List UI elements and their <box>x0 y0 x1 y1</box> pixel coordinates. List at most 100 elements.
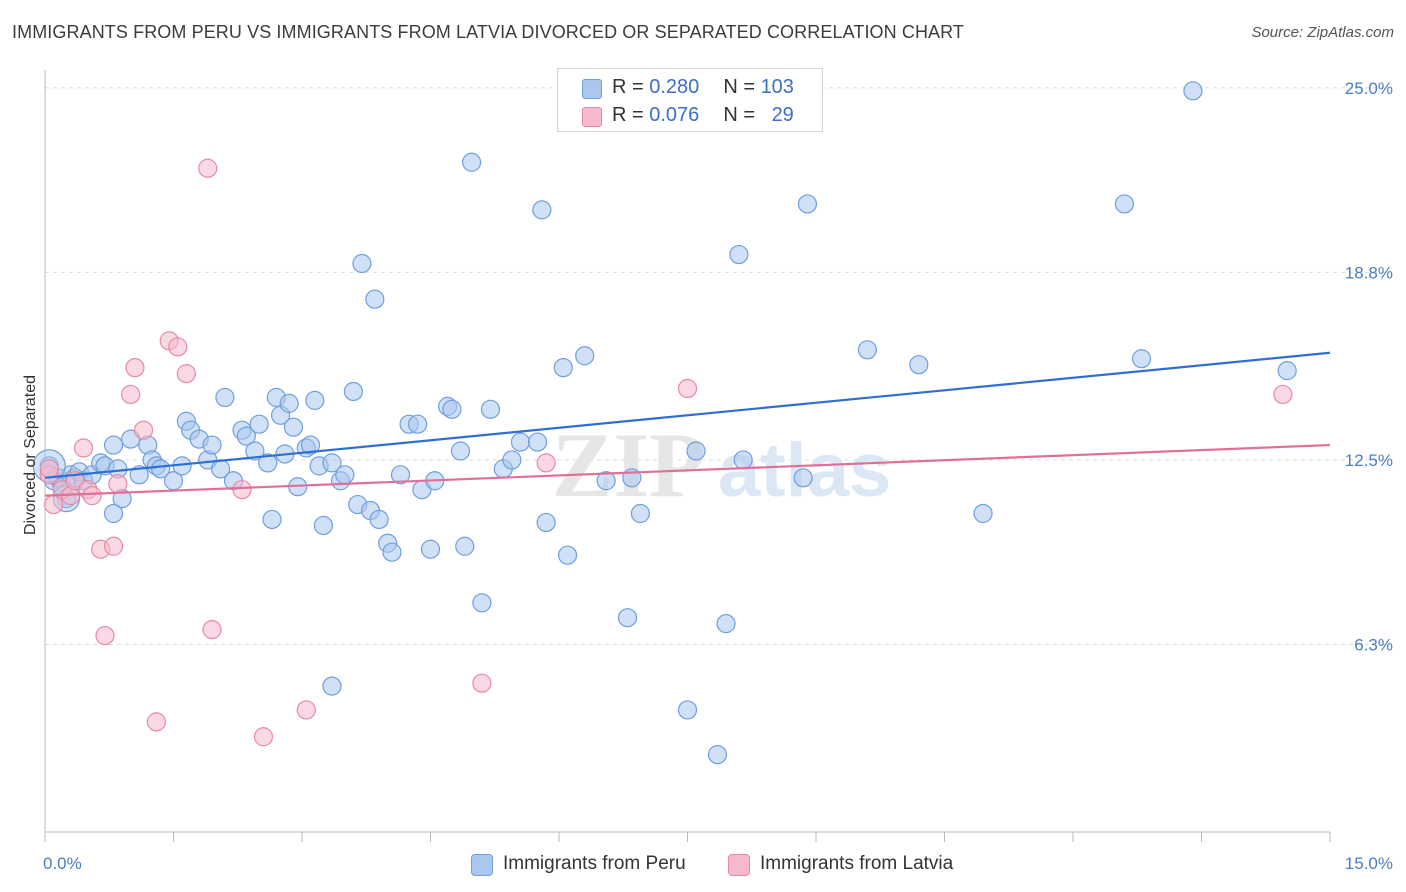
r-label: R = <box>612 104 650 126</box>
x-tick-label: 15.0% <box>1345 854 1393 873</box>
y-tick-label: 25.0% <box>1345 79 1393 98</box>
peru-point <box>973 503 993 524</box>
peru-point <box>215 387 235 408</box>
chart-title: IMMIGRANTS FROM PERU VS IMMIGRANTS FROM … <box>12 22 965 42</box>
trend-line-peru <box>44 351 1331 479</box>
latvia-point <box>168 337 188 357</box>
latvia-point <box>73 438 94 458</box>
legend-swatch-peru <box>582 79 602 99</box>
y-tick-label: 12.5% <box>1345 451 1393 470</box>
peru-point <box>300 435 321 455</box>
latvia-point <box>39 459 59 479</box>
latvia-point <box>103 536 124 556</box>
peru-point <box>716 614 736 634</box>
peru-point <box>365 289 385 309</box>
legend-text-latvia: R = 0.076 N = 29 <box>612 104 794 127</box>
legend-swatch-peru <box>471 854 493 876</box>
peru-point <box>103 503 124 524</box>
peru-point <box>236 426 256 446</box>
peru-point <box>1114 194 1135 214</box>
peru-point <box>202 435 222 455</box>
peru-point <box>455 536 475 556</box>
peru-point <box>369 509 389 530</box>
peru-point <box>536 512 556 533</box>
peru-point <box>335 465 355 485</box>
peru-point <box>630 503 650 524</box>
peru-point <box>472 593 492 613</box>
peru-point <box>532 200 552 220</box>
peru-point <box>103 435 124 455</box>
y-tick-label: 6.3% <box>1354 635 1393 654</box>
legend-label-latvia: Immigrants from Latvia <box>760 853 954 874</box>
peru-point <box>450 441 471 461</box>
legend-text-peru: R = 0.280 N = 103 <box>612 76 794 99</box>
peru-point <box>527 432 548 452</box>
peru-point <box>258 453 278 473</box>
legend-label-peru: Immigrants from Peru <box>503 853 686 874</box>
latvia-point <box>121 384 141 405</box>
peru-point <box>382 542 402 562</box>
peru-point <box>733 450 753 470</box>
latvia-point <box>125 358 145 378</box>
peru-point <box>557 545 578 565</box>
n-value-peru: 103 <box>760 76 794 98</box>
peru-point <box>510 432 531 452</box>
latvia-point <box>472 673 492 693</box>
latvia-point <box>677 378 698 399</box>
peru-point <box>249 414 269 434</box>
peru-point <box>1183 81 1203 101</box>
r-label: R = <box>612 76 650 98</box>
peru-point <box>151 459 171 479</box>
n-value-latvia: 29 <box>771 104 794 126</box>
peru-point <box>245 441 265 461</box>
watermark-zip: ZIP <box>552 414 705 516</box>
latvia-point <box>202 619 222 640</box>
latvia-point <box>536 453 556 473</box>
peru-point <box>322 453 342 473</box>
latvia-point <box>82 486 102 506</box>
peru-point <box>352 253 372 274</box>
peru-point <box>553 358 573 378</box>
y-axis-label: Divorced or Separated <box>22 375 39 535</box>
y-tick-label: 18.8% <box>1345 263 1393 282</box>
n-label: N = <box>723 76 761 98</box>
peru-point <box>442 399 462 419</box>
peru-point <box>408 414 428 434</box>
r-value-latvia: 0.076 <box>649 104 700 126</box>
peru-point <box>575 346 595 366</box>
peru-point <box>129 465 149 485</box>
latvia-point <box>253 727 274 747</box>
peru-point <box>686 441 706 461</box>
peru-point <box>1277 361 1297 381</box>
peru-point <box>313 515 334 536</box>
peru-point <box>857 340 878 360</box>
tick-labels: 6.3% 12.5% 18.8% 25.0% 0.0% 15.0% <box>43 79 1393 873</box>
stats-legend: R = 0.280 N = 103 R = 0.076 N = 29 <box>557 68 823 132</box>
peru-point <box>502 450 522 470</box>
peru-point <box>480 399 501 419</box>
latvia-point <box>133 420 154 440</box>
latvia-point <box>232 480 252 500</box>
peru-point <box>420 539 441 559</box>
peru-point <box>390 465 411 485</box>
series-latvia-points <box>39 158 1293 747</box>
latvia-point <box>95 625 115 646</box>
r-value-peru: 0.280 <box>649 76 700 98</box>
peru-point <box>729 244 749 265</box>
peru-point <box>262 509 282 530</box>
peru-point <box>279 393 299 413</box>
peru-point <box>283 417 304 437</box>
peru-point <box>617 608 638 628</box>
peru-point <box>707 745 728 765</box>
latvia-point <box>1273 384 1293 405</box>
peru-point <box>909 355 929 375</box>
peru-point <box>343 381 363 402</box>
peru-point <box>322 676 342 696</box>
x-tick-label: 0.0% <box>43 854 82 873</box>
source-label: Source: ZipAtlas.com <box>1251 24 1394 41</box>
peru-point <box>305 390 325 410</box>
peru-point <box>1131 349 1152 369</box>
series-legend: Immigrants from Peru Immigrants from Lat… <box>0 850 1406 880</box>
peru-point <box>793 468 813 488</box>
